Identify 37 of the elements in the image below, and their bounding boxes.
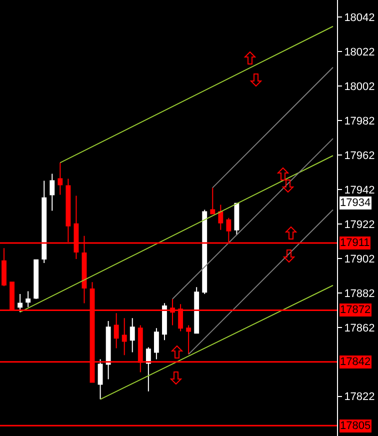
- ref-line-label: 17842: [340, 356, 371, 368]
- ref-line-label: 17872: [340, 304, 371, 316]
- y-tick-label: 17922: [344, 218, 375, 231]
- candlestick: [234, 202, 240, 236]
- candlestick: [130, 318, 135, 353]
- candlestick: [194, 286, 200, 334]
- y-tick-label: 18022: [344, 46, 375, 59]
- y-tick-label: 17882: [344, 288, 375, 300]
- candlestick: [202, 209, 208, 294]
- y-tick-label: 17982: [344, 115, 375, 128]
- y-tick-label: 17942: [344, 184, 375, 196]
- y-tick-label: 18002: [344, 81, 375, 94]
- y-tick-label: 17962: [344, 150, 375, 162]
- y-tick-label: 17862: [344, 322, 375, 334]
- candlestick: [98, 358, 103, 400]
- y-tick-label: 17822: [344, 391, 375, 404]
- annotation: 17934: [340, 197, 371, 209]
- y-tick-label: 18042: [344, 12, 375, 24]
- candlestick: [122, 318, 127, 356]
- candlestick: [50, 173, 55, 212]
- ref-line-label: 17911: [340, 237, 370, 249]
- candlestick: [58, 162, 63, 196]
- candlestick: [26, 290, 31, 308]
- candlestick: [154, 328, 159, 360]
- candlestick: [114, 312, 119, 349]
- candlestick: [106, 320, 111, 380]
- candlestick: [186, 324, 192, 355]
- candlestick: [162, 302, 167, 341]
- candlestick: [18, 294, 23, 313]
- candlestick: [210, 187, 216, 214]
- candlestick: [146, 346, 151, 392]
- candlestick: [34, 259, 39, 300]
- ref-line-label: 17805: [340, 420, 371, 432]
- candlestick: [2, 248, 6, 287]
- candlestick: [42, 180, 47, 264]
- y-tick-label: 17902: [344, 253, 375, 266]
- candlestick: [218, 204, 224, 230]
